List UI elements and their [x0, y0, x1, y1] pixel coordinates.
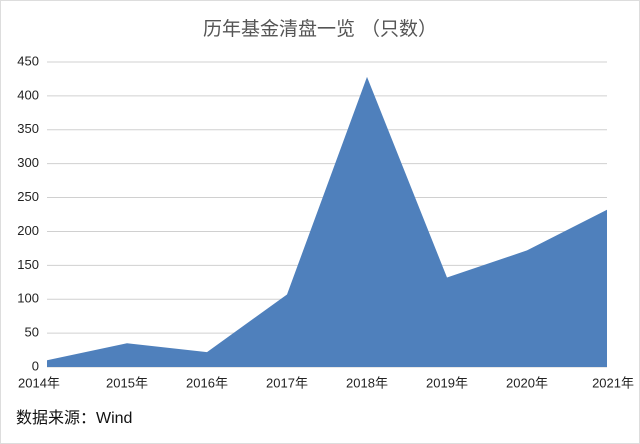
x-tick-label: 2016年 — [186, 375, 228, 390]
x-tick-label: 2018年 — [346, 375, 388, 390]
x-tick-label: 2019年 — [426, 375, 468, 390]
y-tick-label: 450 — [17, 53, 39, 68]
x-tick-label: 2017年 — [266, 375, 308, 390]
y-tick-label: 150 — [17, 257, 39, 272]
y-tick-label: 100 — [17, 291, 39, 306]
y-tick-label: 50 — [25, 325, 39, 340]
source-note: 数据来源：Wind — [16, 409, 132, 427]
chart-title: 历年基金清盘一览 （只数） — [203, 18, 437, 40]
y-tick-label: 250 — [17, 189, 39, 204]
x-tick-label: 2021年 — [592, 375, 634, 390]
y-tick-label: 200 — [17, 223, 39, 238]
y-tick-label: 300 — [17, 155, 39, 170]
y-tick-label: 400 — [17, 87, 39, 102]
x-tick-label: 2014年 — [18, 375, 60, 390]
y-tick-label: 0 — [32, 358, 39, 373]
y-tick-label: 350 — [17, 121, 39, 136]
x-tick-label: 2020年 — [506, 375, 548, 390]
x-tick-label: 2015年 — [106, 375, 148, 390]
area — [47, 76, 607, 368]
